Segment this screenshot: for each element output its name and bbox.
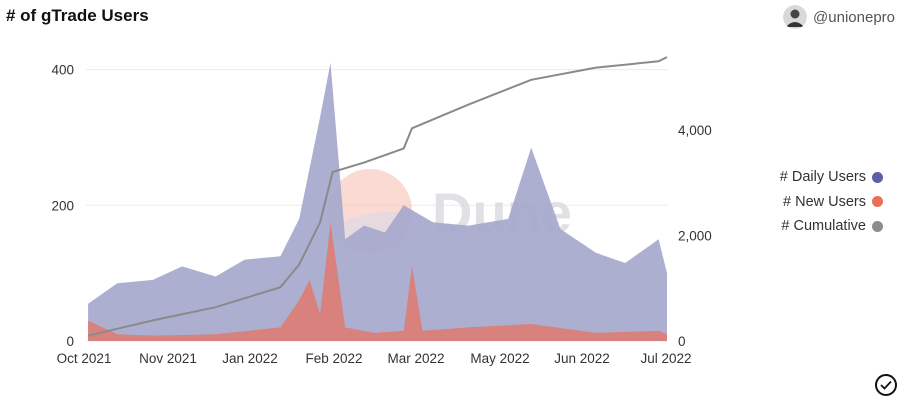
x-tick-2: Jan 2022: [222, 351, 278, 366]
x-tick-1: Nov 2021: [139, 351, 197, 366]
chart-title: # of gTrade Users: [6, 6, 149, 25]
series-layer: [87, 56, 668, 342]
x-tick-4: Mar 2022: [387, 351, 444, 366]
check-circle-icon[interactable]: [875, 374, 897, 396]
legend-item-daily[interactable]: # Daily Users: [780, 165, 883, 190]
legend-dot-cumulative: [872, 220, 883, 232]
legend: # Daily Users # New Users # Cumulative: [780, 165, 883, 239]
legend-label-daily: # Daily Users: [779, 169, 866, 185]
legend-item-new[interactable]: # New Users: [780, 190, 883, 215]
x-tick-5: May 2022: [470, 351, 529, 366]
legend-dot-new: [872, 196, 883, 208]
user-avatar-icon: [783, 5, 808, 29]
legend-item-cumulative[interactable]: # Cumulative: [780, 214, 883, 239]
author-badge[interactable]: @unionepro: [783, 5, 895, 29]
y-left-tick-0: 0: [66, 334, 74, 349]
x-tick-6: Jun 2022: [554, 351, 610, 366]
author-name[interactable]: @unionepro: [813, 8, 895, 26]
y-right-tick-2: 4,000: [678, 123, 712, 138]
legend-label-cumulative: # Cumulative: [781, 218, 866, 234]
x-tick-0: Oct 2021: [57, 351, 112, 366]
x-tick-3: Feb 2022: [305, 351, 362, 366]
series-area-daily-users: [88, 62, 668, 342]
y-left-tick-1: 200: [51, 198, 74, 213]
series-line-cumulative: [87, 56, 668, 337]
y-left-tick-2: 400: [51, 63, 74, 78]
legend-dot-daily: [872, 171, 883, 183]
x-tick-7: Jul 2022: [640, 351, 691, 366]
legend-label-new: # New Users: [783, 193, 866, 210]
axis-labels: 0 200 400 0 2,000 4,000 Oct 2021 Nov 2021 Jan 20…: [51, 63, 711, 366]
y-right-tick-0: 0: [678, 334, 686, 349]
y-right-tick-1: 2,000: [678, 228, 712, 243]
